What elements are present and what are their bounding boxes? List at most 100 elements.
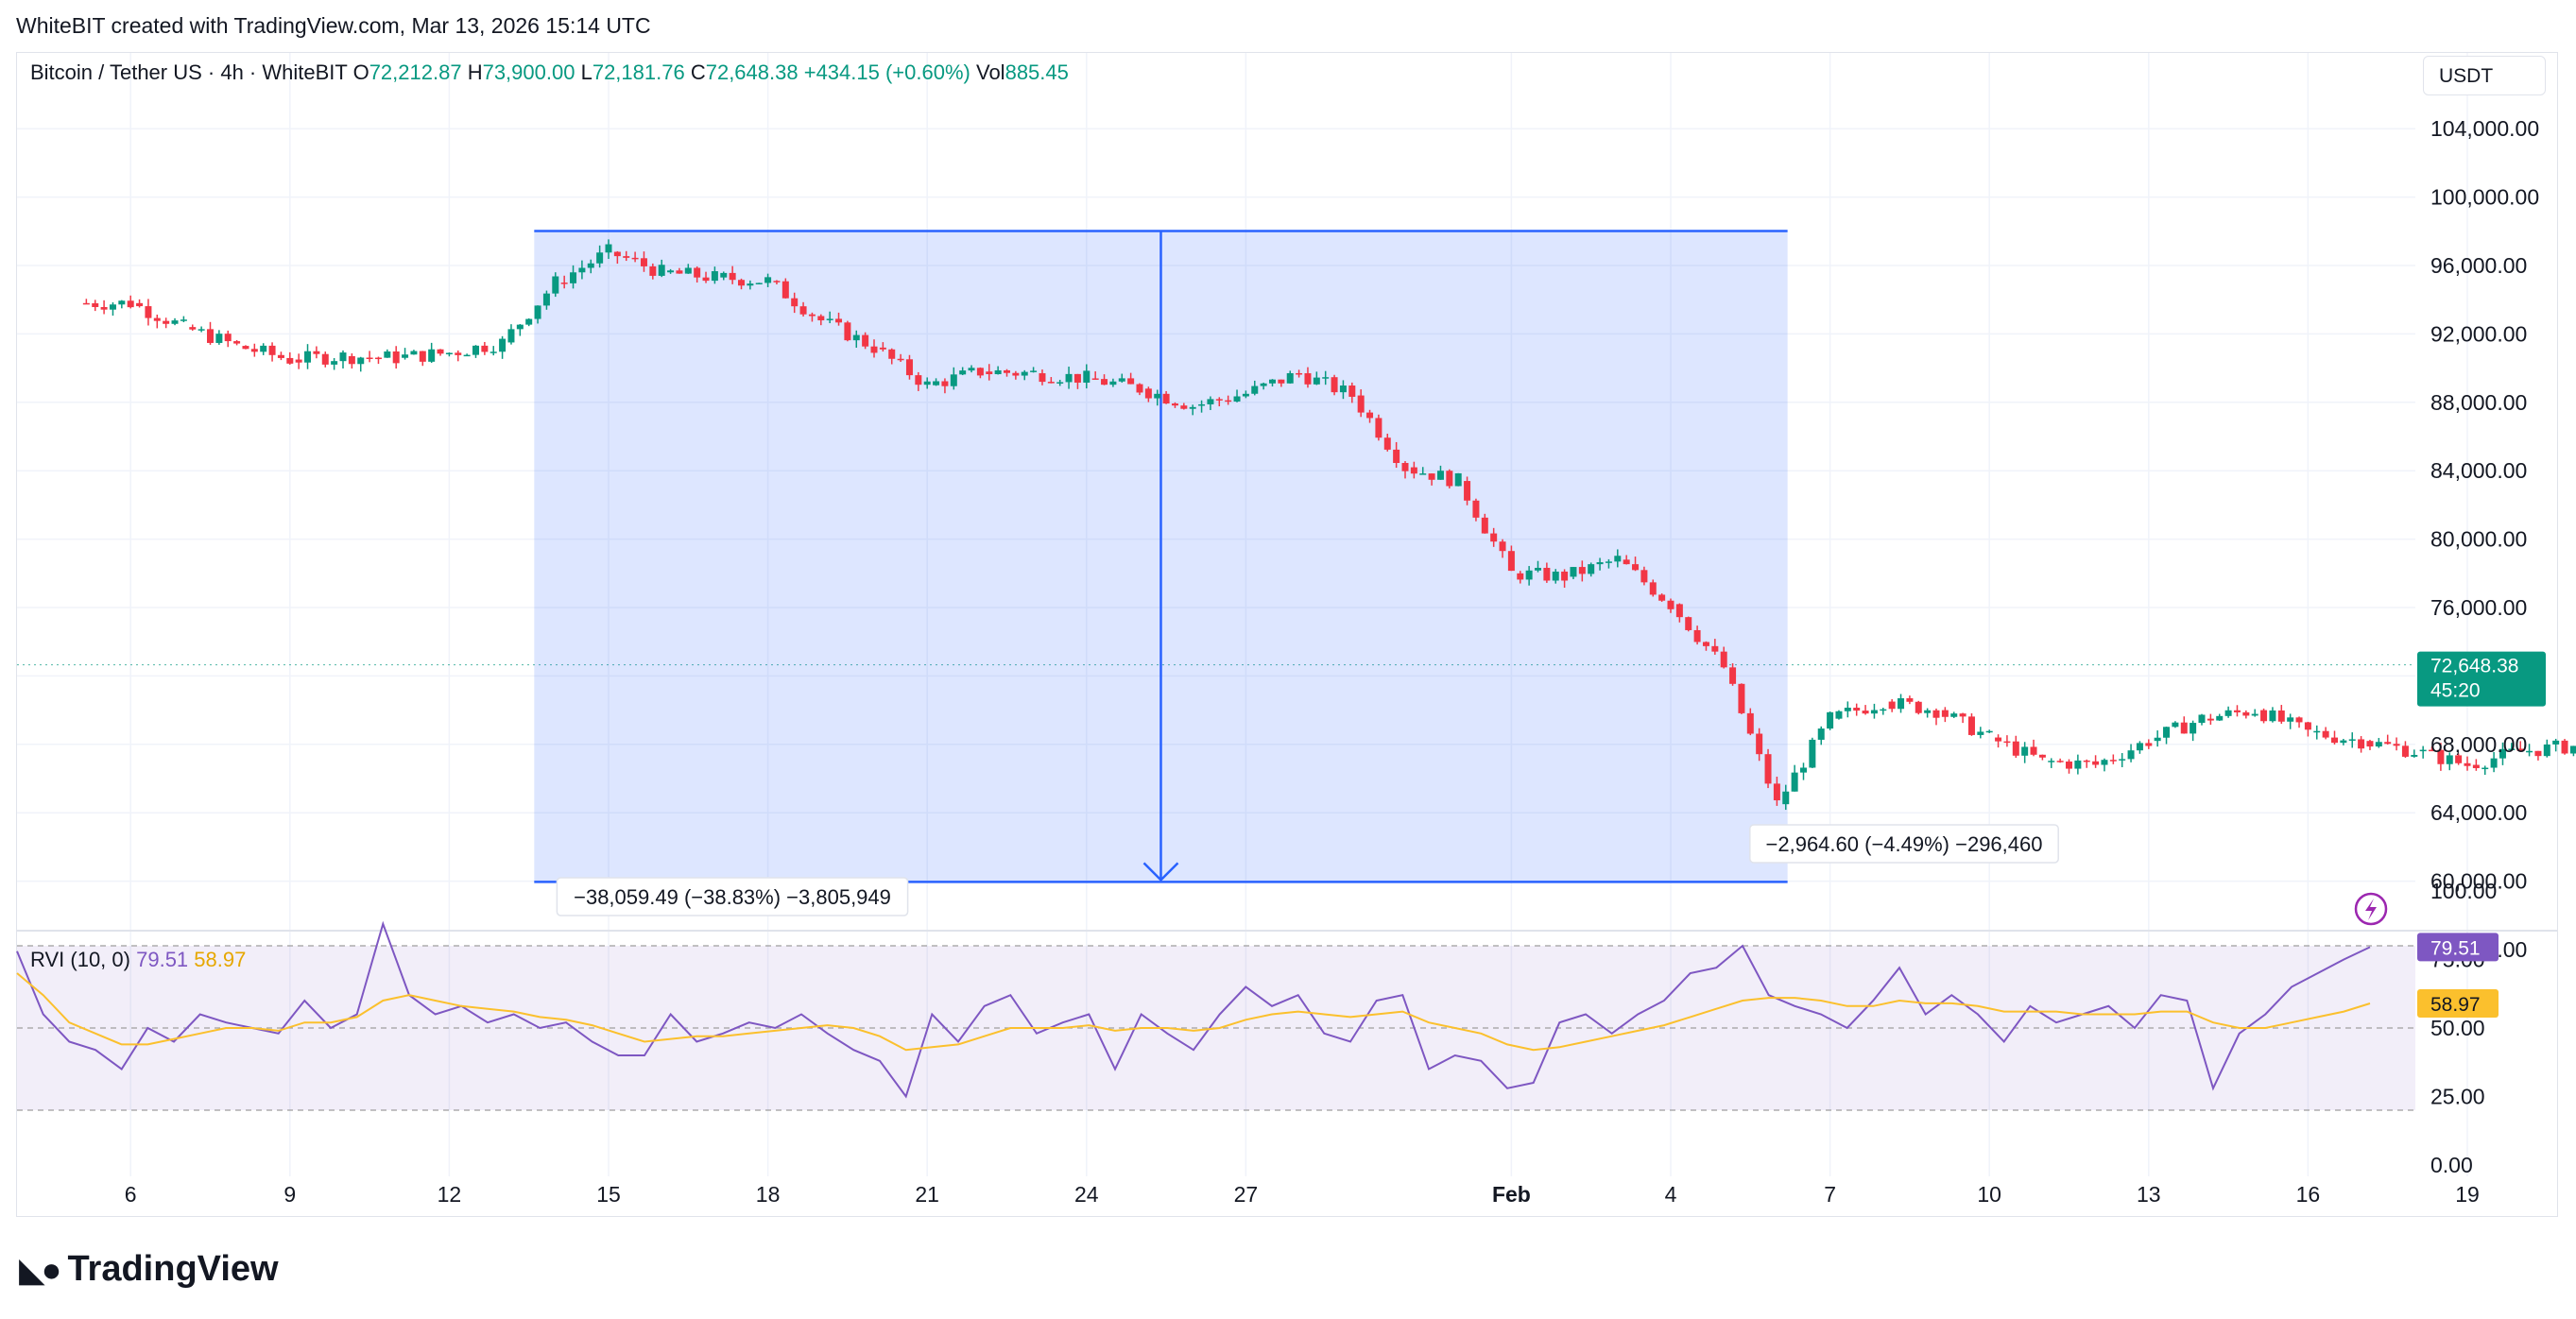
candle-body bbox=[986, 371, 993, 375]
candle-body bbox=[1800, 767, 1807, 773]
candle-body bbox=[1383, 437, 1391, 450]
candle-body bbox=[295, 359, 302, 363]
candle-body bbox=[1906, 698, 1914, 702]
candle-body bbox=[1898, 698, 1905, 710]
price-tags: 72,648.38 45:20 79.51 58.97 bbox=[2354, 651, 2546, 1018]
candle-body bbox=[2012, 741, 2019, 756]
currency-selector[interactable]: USDT bbox=[2423, 56, 2546, 95]
candle-body bbox=[542, 293, 550, 306]
candle-body bbox=[2172, 722, 2179, 728]
candle-body bbox=[578, 267, 586, 273]
signal-value-tag bbox=[2417, 988, 2499, 1018]
candle-body bbox=[1464, 481, 1471, 501]
candle-body bbox=[2472, 764, 2480, 768]
rvi-axis-label: 100.00 bbox=[2430, 879, 2497, 903]
candle-body bbox=[1180, 405, 1188, 409]
candle-body bbox=[481, 345, 489, 352]
candle-body bbox=[1375, 418, 1382, 438]
candle-body bbox=[1348, 385, 1356, 397]
candle-body bbox=[1853, 707, 1861, 711]
candle-body bbox=[180, 319, 187, 321]
price-axis-label: 76,000.00 bbox=[2430, 595, 2527, 620]
candle-body bbox=[392, 351, 400, 364]
rvi-legend[interactable]: RVI (10, 0) 79.51 58.97 bbox=[30, 948, 246, 972]
candle-body bbox=[2455, 755, 2463, 763]
candle-body bbox=[808, 314, 816, 317]
candle-body bbox=[2401, 745, 2409, 757]
candle-body bbox=[1746, 712, 1754, 734]
candle-body bbox=[2543, 744, 2550, 757]
candle-body bbox=[1446, 471, 1453, 487]
candle-body bbox=[2180, 722, 2188, 734]
candle-body bbox=[1207, 399, 1214, 404]
signal-value-tag-text: 58.97 bbox=[2430, 994, 2481, 1016]
rvi-axis-label: 0.00 bbox=[2430, 1153, 2473, 1177]
candle-body bbox=[888, 349, 896, 359]
candle-body bbox=[1525, 570, 1533, 580]
candle-body bbox=[1809, 739, 1816, 768]
candle-body bbox=[2056, 761, 2064, 762]
chart-frame bbox=[16, 52, 2558, 1217]
candle-body bbox=[2393, 744, 2400, 746]
candle-body bbox=[729, 272, 736, 281]
candle-body bbox=[870, 346, 878, 353]
candle-body bbox=[1640, 570, 1648, 583]
candle-body bbox=[1322, 377, 1330, 379]
candle-body bbox=[1296, 372, 1303, 375]
candle-body bbox=[2207, 718, 2214, 721]
candle-body bbox=[791, 298, 799, 307]
candle-body bbox=[402, 354, 409, 358]
candle-body bbox=[835, 318, 843, 323]
candle-body bbox=[1118, 378, 1125, 382]
candle-body bbox=[2242, 711, 2250, 716]
candle-body bbox=[1756, 733, 1763, 755]
candle-body bbox=[2030, 746, 2037, 755]
candle-body bbox=[1507, 551, 1515, 572]
candle-body bbox=[2313, 730, 2321, 733]
candle-body bbox=[437, 349, 444, 354]
candle-body bbox=[189, 327, 197, 330]
candle-body bbox=[1658, 594, 1666, 601]
price-axis-label: 100,000.00 bbox=[2430, 185, 2539, 210]
candle-body bbox=[2464, 762, 2471, 766]
candle-body bbox=[455, 352, 462, 355]
candle-body bbox=[1225, 400, 1232, 403]
symbol-legend[interactable]: Bitcoin / Tether US · 4h · WhiteBIT O72,… bbox=[30, 60, 1069, 85]
candle-body bbox=[2083, 760, 2090, 762]
candle-body bbox=[1056, 382, 1064, 384]
candle-body bbox=[1127, 378, 1135, 385]
candle-body bbox=[2136, 743, 2143, 751]
time-axis-label: 12 bbox=[438, 1182, 462, 1207]
candle-body bbox=[1552, 571, 1559, 581]
candle-body bbox=[1623, 559, 1630, 565]
measure-label-large: −38,059.49 (−38.83%) −3,805,949 bbox=[574, 885, 891, 909]
time-axis-label: 15 bbox=[596, 1182, 621, 1207]
candle-body bbox=[2295, 717, 2303, 723]
candle-body bbox=[1251, 385, 1259, 394]
candle-body bbox=[1827, 711, 1834, 729]
time-axis-label: 19 bbox=[2455, 1182, 2480, 1207]
candle-body bbox=[268, 345, 276, 355]
candle-body bbox=[1472, 500, 1480, 518]
time-axis-label: Feb bbox=[1492, 1182, 1531, 1207]
candle-body bbox=[1995, 737, 2002, 742]
candle-body bbox=[1791, 772, 1798, 792]
candle-body bbox=[915, 375, 922, 385]
rvi-axis-label: 25.00 bbox=[2430, 1085, 2485, 1109]
candle-body bbox=[445, 352, 453, 355]
candle-body bbox=[1915, 701, 1922, 713]
grid bbox=[17, 53, 2557, 1176]
candle-body bbox=[1720, 651, 1727, 668]
candle-body bbox=[1570, 567, 1577, 577]
candle-body bbox=[1888, 701, 1896, 710]
candle-body bbox=[2569, 745, 2576, 754]
tradingview-logo[interactable]: ◣● TradingView bbox=[19, 1249, 279, 1290]
alert-lightning-icon bbox=[2354, 892, 2388, 926]
volume-label: Vol bbox=[975, 60, 1005, 84]
candle-body bbox=[1304, 373, 1312, 385]
candle-body bbox=[2304, 722, 2311, 730]
candle-body bbox=[2190, 723, 2197, 734]
time-axis-label: 9 bbox=[283, 1182, 296, 1207]
candle-body bbox=[489, 351, 497, 353]
